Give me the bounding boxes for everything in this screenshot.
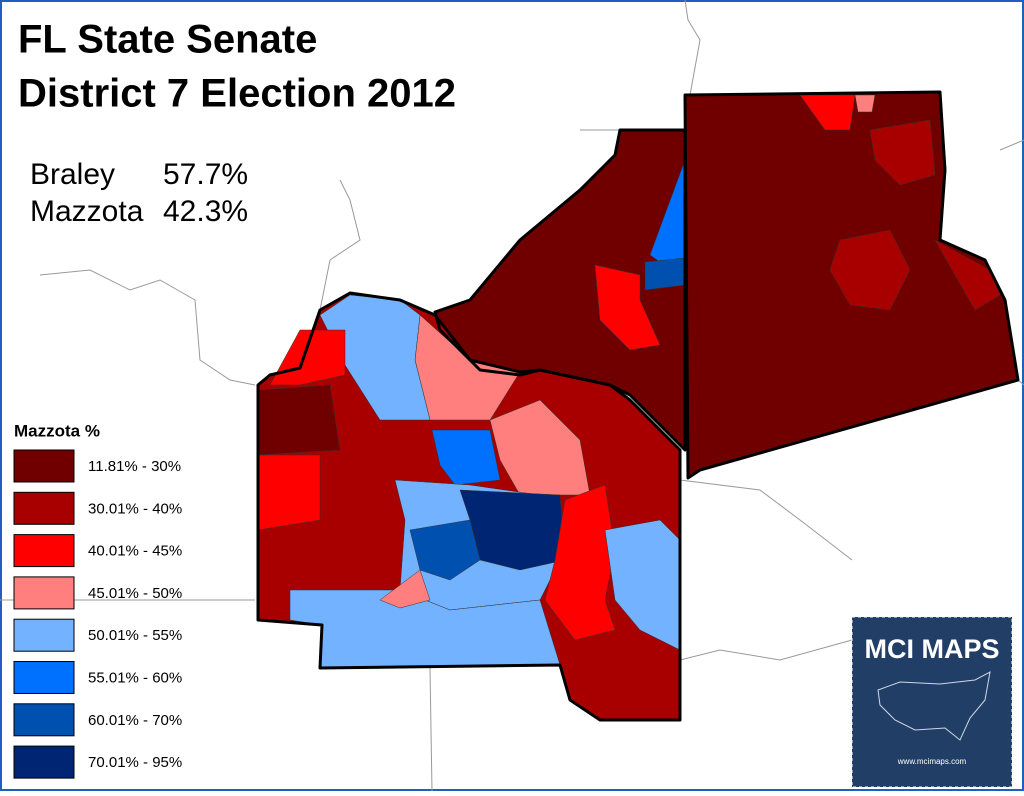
precinct bbox=[379, 569, 431, 609]
legend-label: 50.01% - 55% bbox=[88, 627, 182, 644]
legend-label: 11.81% - 30% bbox=[88, 458, 181, 475]
precinct bbox=[869, 119, 936, 186]
precinct bbox=[644, 257, 686, 291]
title-line: FL State Senate bbox=[18, 18, 317, 62]
legend-title: Mazzota % bbox=[14, 421, 100, 440]
precinct bbox=[594, 264, 661, 351]
precinct bbox=[431, 429, 501, 486]
logo-box bbox=[851, 616, 1013, 788]
precinct bbox=[544, 484, 616, 641]
legend-label: 45.01% - 50% bbox=[88, 585, 182, 602]
candidate-name: Mazzota bbox=[30, 195, 144, 228]
legend-label: 30.01% - 40% bbox=[88, 500, 182, 517]
precinct bbox=[257, 454, 321, 531]
legend-label: 70.01% - 95% bbox=[88, 754, 182, 771]
legend-label: 60.01% - 70% bbox=[88, 712, 182, 729]
legend-swatch bbox=[13, 534, 75, 568]
precincts bbox=[257, 91, 1019, 721]
legend-swatch bbox=[13, 745, 75, 779]
logo-name: MCI MAPS bbox=[865, 634, 1000, 664]
legend-swatch bbox=[13, 576, 75, 610]
logo-url: www.mcimaps.com bbox=[897, 757, 967, 766]
logo: MCI MAPS www.mcimaps.com bbox=[851, 616, 1013, 788]
precinct bbox=[934, 239, 1001, 311]
precinct bbox=[257, 384, 341, 456]
candidate-name: Braley bbox=[30, 158, 115, 191]
legend-label: 40.01% - 45% bbox=[88, 543, 182, 560]
district-outline bbox=[256, 90, 1020, 722]
legend-swatch bbox=[13, 449, 75, 483]
legend-label: 55.01% - 60% bbox=[88, 669, 182, 686]
legend-swatch bbox=[13, 661, 75, 694]
title-line: District 7 Election 2012 bbox=[18, 72, 456, 116]
legend-swatch bbox=[13, 618, 75, 652]
precinct bbox=[854, 94, 876, 113]
precinct bbox=[799, 94, 856, 131]
us-outline bbox=[877, 671, 991, 741]
legend-swatch bbox=[13, 703, 75, 737]
legend: 11.81% - 30% 30.01% - 40% 40.01% - 45% 45.0… bbox=[13, 449, 182, 779]
candidate-share: 57.7% bbox=[163, 158, 248, 191]
precinct bbox=[409, 519, 481, 581]
candidate-share: 42.3% bbox=[163, 195, 248, 228]
legend-swatch bbox=[13, 491, 75, 525]
precinct bbox=[829, 229, 911, 311]
